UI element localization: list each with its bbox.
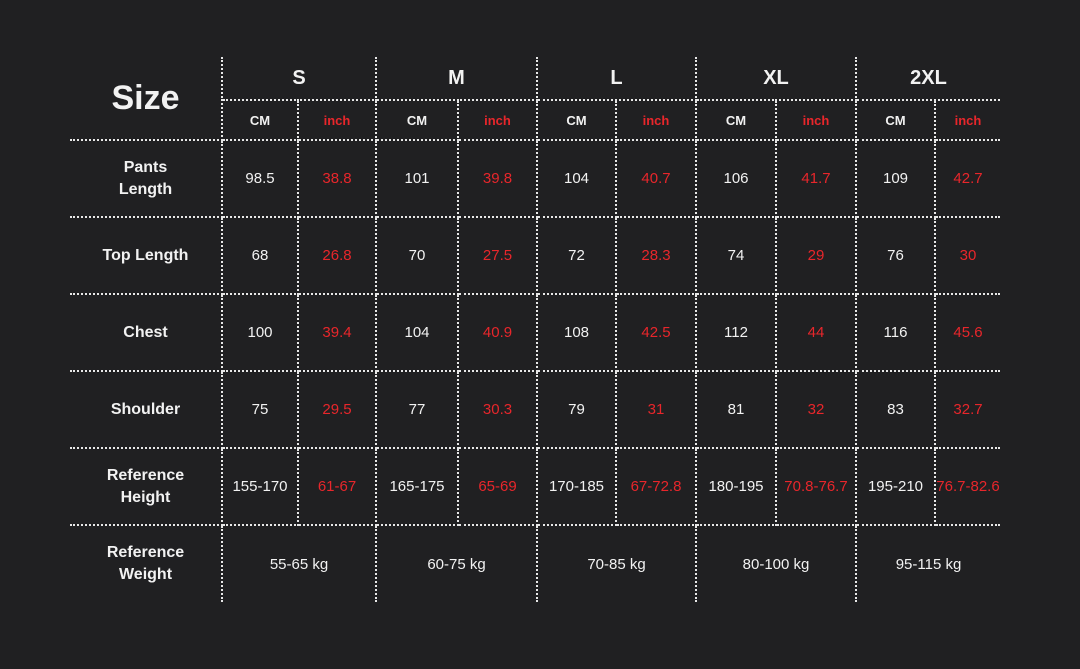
- cm-value: 195-210: [856, 448, 936, 526]
- weight-value: 95-115 kg: [895, 555, 962, 573]
- inch-value: 29.5: [298, 371, 377, 449]
- inch-value: 31: [616, 371, 697, 449]
- cm-value: 72: [537, 217, 617, 295]
- unit-cm-header: CM: [222, 100, 299, 141]
- table-row: Reference Height 155-170 61-67 165-175 65-69…: [70, 448, 1000, 526]
- inch-value: 70.8-76.7: [776, 448, 857, 526]
- cm-value: 100: [222, 294, 299, 372]
- cm-value: 170-185: [537, 448, 617, 526]
- inch-value: 76.7-82.6: [935, 448, 1000, 526]
- table-row: Chest 100 39.4 104 40.9 108 42.5 112 44 116 45.6: [70, 294, 1000, 372]
- cm-value: 79: [537, 371, 617, 449]
- inch-value: 42.7: [935, 140, 1000, 218]
- cm-value: 74: [696, 217, 777, 295]
- inch-value: 45.6: [935, 294, 1000, 372]
- row-label: Chest: [70, 294, 223, 372]
- unit-inch-header: inch: [616, 100, 697, 141]
- cm-value: 165-175: [376, 448, 459, 526]
- cm-value: 109: [856, 140, 936, 218]
- size-chart-table: Size S M L XL 2XL CM inch CM inch CM inch CM inch CM…: [70, 57, 1000, 602]
- unit-inch-header: inch: [776, 100, 857, 141]
- cm-value: 116: [856, 294, 936, 372]
- row-label: Reference Weight: [70, 525, 223, 602]
- inch-value: 32.7: [935, 371, 1000, 449]
- unit-cm-header: CM: [537, 100, 617, 141]
- unit-cm-header: CM: [376, 100, 459, 141]
- weight-value: 55-65 kg: [222, 525, 377, 602]
- inch-value: 29: [776, 217, 857, 295]
- weight-value: 80-100 kg: [696, 525, 857, 602]
- size-header-m: M: [376, 57, 538, 101]
- inch-value: 40.7: [616, 140, 697, 218]
- cm-value: 68: [222, 217, 299, 295]
- cm-value: 101: [376, 140, 459, 218]
- table-row: Top Length 68 26.8 70 27.5 72 28.3 74 29 76 30: [70, 217, 1000, 295]
- cm-value: 180-195: [696, 448, 777, 526]
- size-title: Size: [70, 57, 223, 141]
- inch-value: 65-69: [458, 448, 538, 526]
- inch-value: 67-72.8: [616, 448, 697, 526]
- cm-value: 112: [696, 294, 777, 372]
- inch-value: 39.4: [298, 294, 377, 372]
- cm-value: 98.5: [222, 140, 299, 218]
- cm-value: 104: [537, 140, 617, 218]
- inch-value: 41.7: [776, 140, 857, 218]
- weight-value: 70-85 kg: [537, 525, 697, 602]
- inch-value: 38.8: [298, 140, 377, 218]
- table-row: Shoulder 75 29.5 77 30.3 79 31 81 32 83 32.7: [70, 371, 1000, 449]
- inch-value: 32: [776, 371, 857, 449]
- inch-value: 26.8: [298, 217, 377, 295]
- cm-value: 155-170: [222, 448, 299, 526]
- cm-value: 70: [376, 217, 459, 295]
- cm-value: 104: [376, 294, 459, 372]
- weight-value: 60-75 kg: [376, 525, 538, 602]
- row-label: Pants Length: [70, 140, 223, 218]
- cm-value: 75: [222, 371, 299, 449]
- inch-value: 30.3: [458, 371, 538, 449]
- cm-value: 76: [856, 217, 936, 295]
- cm-value: 83: [856, 371, 936, 449]
- inch-value: 44: [776, 294, 857, 372]
- unit-cm-header: CM: [696, 100, 777, 141]
- inch-value: 42.5: [616, 294, 697, 372]
- inch-value: 27.5: [458, 217, 538, 295]
- size-header-s: S: [222, 57, 377, 101]
- size-header-2xl: 2XL: [856, 57, 1000, 101]
- inch-value: 28.3: [616, 217, 697, 295]
- row-label: Shoulder: [70, 371, 223, 449]
- cm-value: 106: [696, 140, 777, 218]
- size-header-xl: XL: [696, 57, 857, 101]
- unit-inch-header: inch: [458, 100, 538, 141]
- cm-value: 108: [537, 294, 617, 372]
- inch-value: 39.8: [458, 140, 538, 218]
- size-header-l: L: [537, 57, 697, 101]
- unit-cm-header: CM: [856, 100, 936, 141]
- table-row-weight: Reference Weight 55-65 kg 60-75 kg 70-85 kg…: [70, 525, 1000, 602]
- inch-value: 30: [935, 217, 1000, 295]
- row-label: Top Length: [70, 217, 223, 295]
- inch-value: 61-67: [298, 448, 377, 526]
- cm-value: 81: [696, 371, 777, 449]
- row-label: Reference Height: [70, 448, 223, 526]
- unit-inch-header: inch: [935, 100, 1000, 141]
- unit-inch-header: inch: [298, 100, 377, 141]
- table-row: Pants Length 98.5 38.8 101 39.8 104 40.7 106 41.…: [70, 140, 1000, 218]
- inch-value: 40.9: [458, 294, 538, 372]
- cm-value: 77: [376, 371, 459, 449]
